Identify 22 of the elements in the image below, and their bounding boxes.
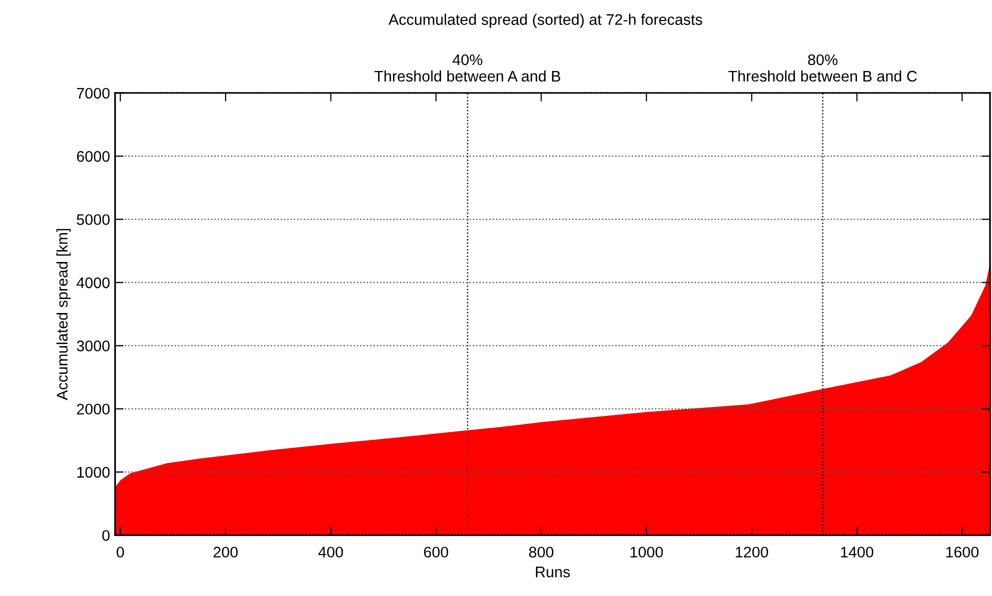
x-tick-label: 400 xyxy=(318,546,343,558)
y-tick-label: 3000 xyxy=(76,340,110,352)
y-tick-label: 5000 xyxy=(76,214,110,226)
x-tick-label: 1600 xyxy=(946,546,979,558)
ref-line-label: 40% Threshold between A and B xyxy=(374,54,560,82)
x-tick-label: 1000 xyxy=(630,546,663,558)
x-tick-label: 1400 xyxy=(841,546,874,558)
y-tick-label: 1000 xyxy=(77,466,110,478)
y-tick-label: 4000 xyxy=(76,277,110,288)
y-tick-label: 6000 xyxy=(77,151,110,162)
x-tick-label: 0 xyxy=(116,546,124,558)
y-axis-title: Accumulated spread [km] xyxy=(56,228,71,400)
x-axis-title: Runs xyxy=(536,566,570,578)
y-tick-label: 0 xyxy=(102,530,110,541)
x-tick-label: 1200 xyxy=(736,546,768,558)
y-tick-label: 7000 xyxy=(77,88,110,99)
ref-line-label: 80% Threshold between B and C xyxy=(728,54,917,82)
y-tick-label: 2000 xyxy=(76,404,110,415)
chart-title: Accumulated spread (sorted) at 72-h forecasts xyxy=(388,14,702,28)
x-tick-label: 600 xyxy=(424,546,448,558)
x-tick-label: 200 xyxy=(214,546,238,558)
x-tick-label: 800 xyxy=(529,546,554,558)
